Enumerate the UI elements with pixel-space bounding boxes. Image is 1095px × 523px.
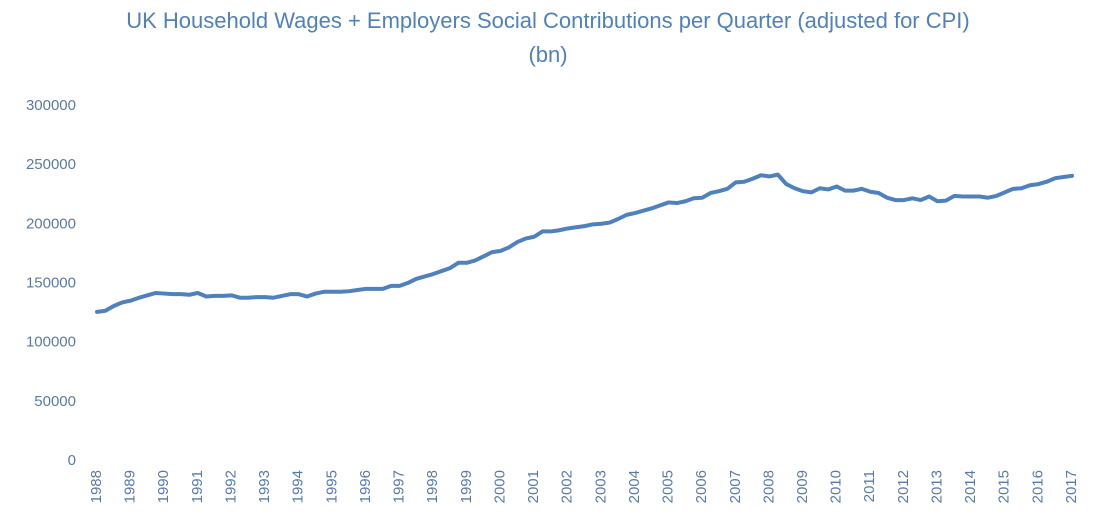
x-tick-label: 2008 <box>760 470 777 503</box>
y-tick-label: 0 <box>68 452 76 469</box>
y-tick-label: 300000 <box>26 97 76 114</box>
y-tick-label: 100000 <box>26 334 76 351</box>
x-tick-label: 1990 <box>155 470 172 503</box>
x-tick-label: 2001 <box>525 470 542 503</box>
x-tick-label: 2009 <box>794 470 811 503</box>
x-tick-label: 1991 <box>189 470 206 503</box>
x-tick-label: 1999 <box>458 470 475 503</box>
y-tick-label: 200000 <box>26 215 76 232</box>
y-tick-label: 50000 <box>34 393 76 410</box>
x-tick-label: 2014 <box>962 470 979 503</box>
x-tick-label: 1988 <box>88 470 105 503</box>
x-tick-label: 1997 <box>391 470 408 503</box>
x-tick-label: 2002 <box>559 470 576 503</box>
x-tick-label: 2013 <box>928 470 945 503</box>
y-tick-label: 250000 <box>26 156 76 173</box>
data-line <box>95 172 1074 314</box>
x-tick-label: 2010 <box>828 470 845 503</box>
chart-title: UK Household Wages + Employers Social Co… <box>126 8 970 67</box>
x-tick-label: 1996 <box>357 470 374 503</box>
x-tick-label: 2007 <box>727 470 744 503</box>
x-tick-label: 2012 <box>895 470 912 503</box>
x-tick-label: 1989 <box>122 470 139 503</box>
x-tick-label: 1995 <box>323 470 340 503</box>
y-tick-label: 150000 <box>26 274 76 291</box>
x-tick-label: 2017 <box>1063 470 1080 503</box>
x-tick-label: 1998 <box>424 470 441 503</box>
x-tick-label: 2005 <box>660 470 677 503</box>
x-tick-label: 2016 <box>1029 470 1046 503</box>
x-tick-label: 1993 <box>256 470 273 503</box>
x-tick-label: 2004 <box>626 470 643 503</box>
x-tick-label: 2006 <box>693 470 710 503</box>
x-tick-label: 2011 <box>861 470 878 502</box>
x-tick-label: 2003 <box>592 470 609 503</box>
x-tick-label: 2000 <box>491 470 508 503</box>
x-tick-label: 1992 <box>222 470 239 503</box>
x-tick-label: 2015 <box>996 470 1013 503</box>
x-tick-label: 1994 <box>290 470 307 503</box>
